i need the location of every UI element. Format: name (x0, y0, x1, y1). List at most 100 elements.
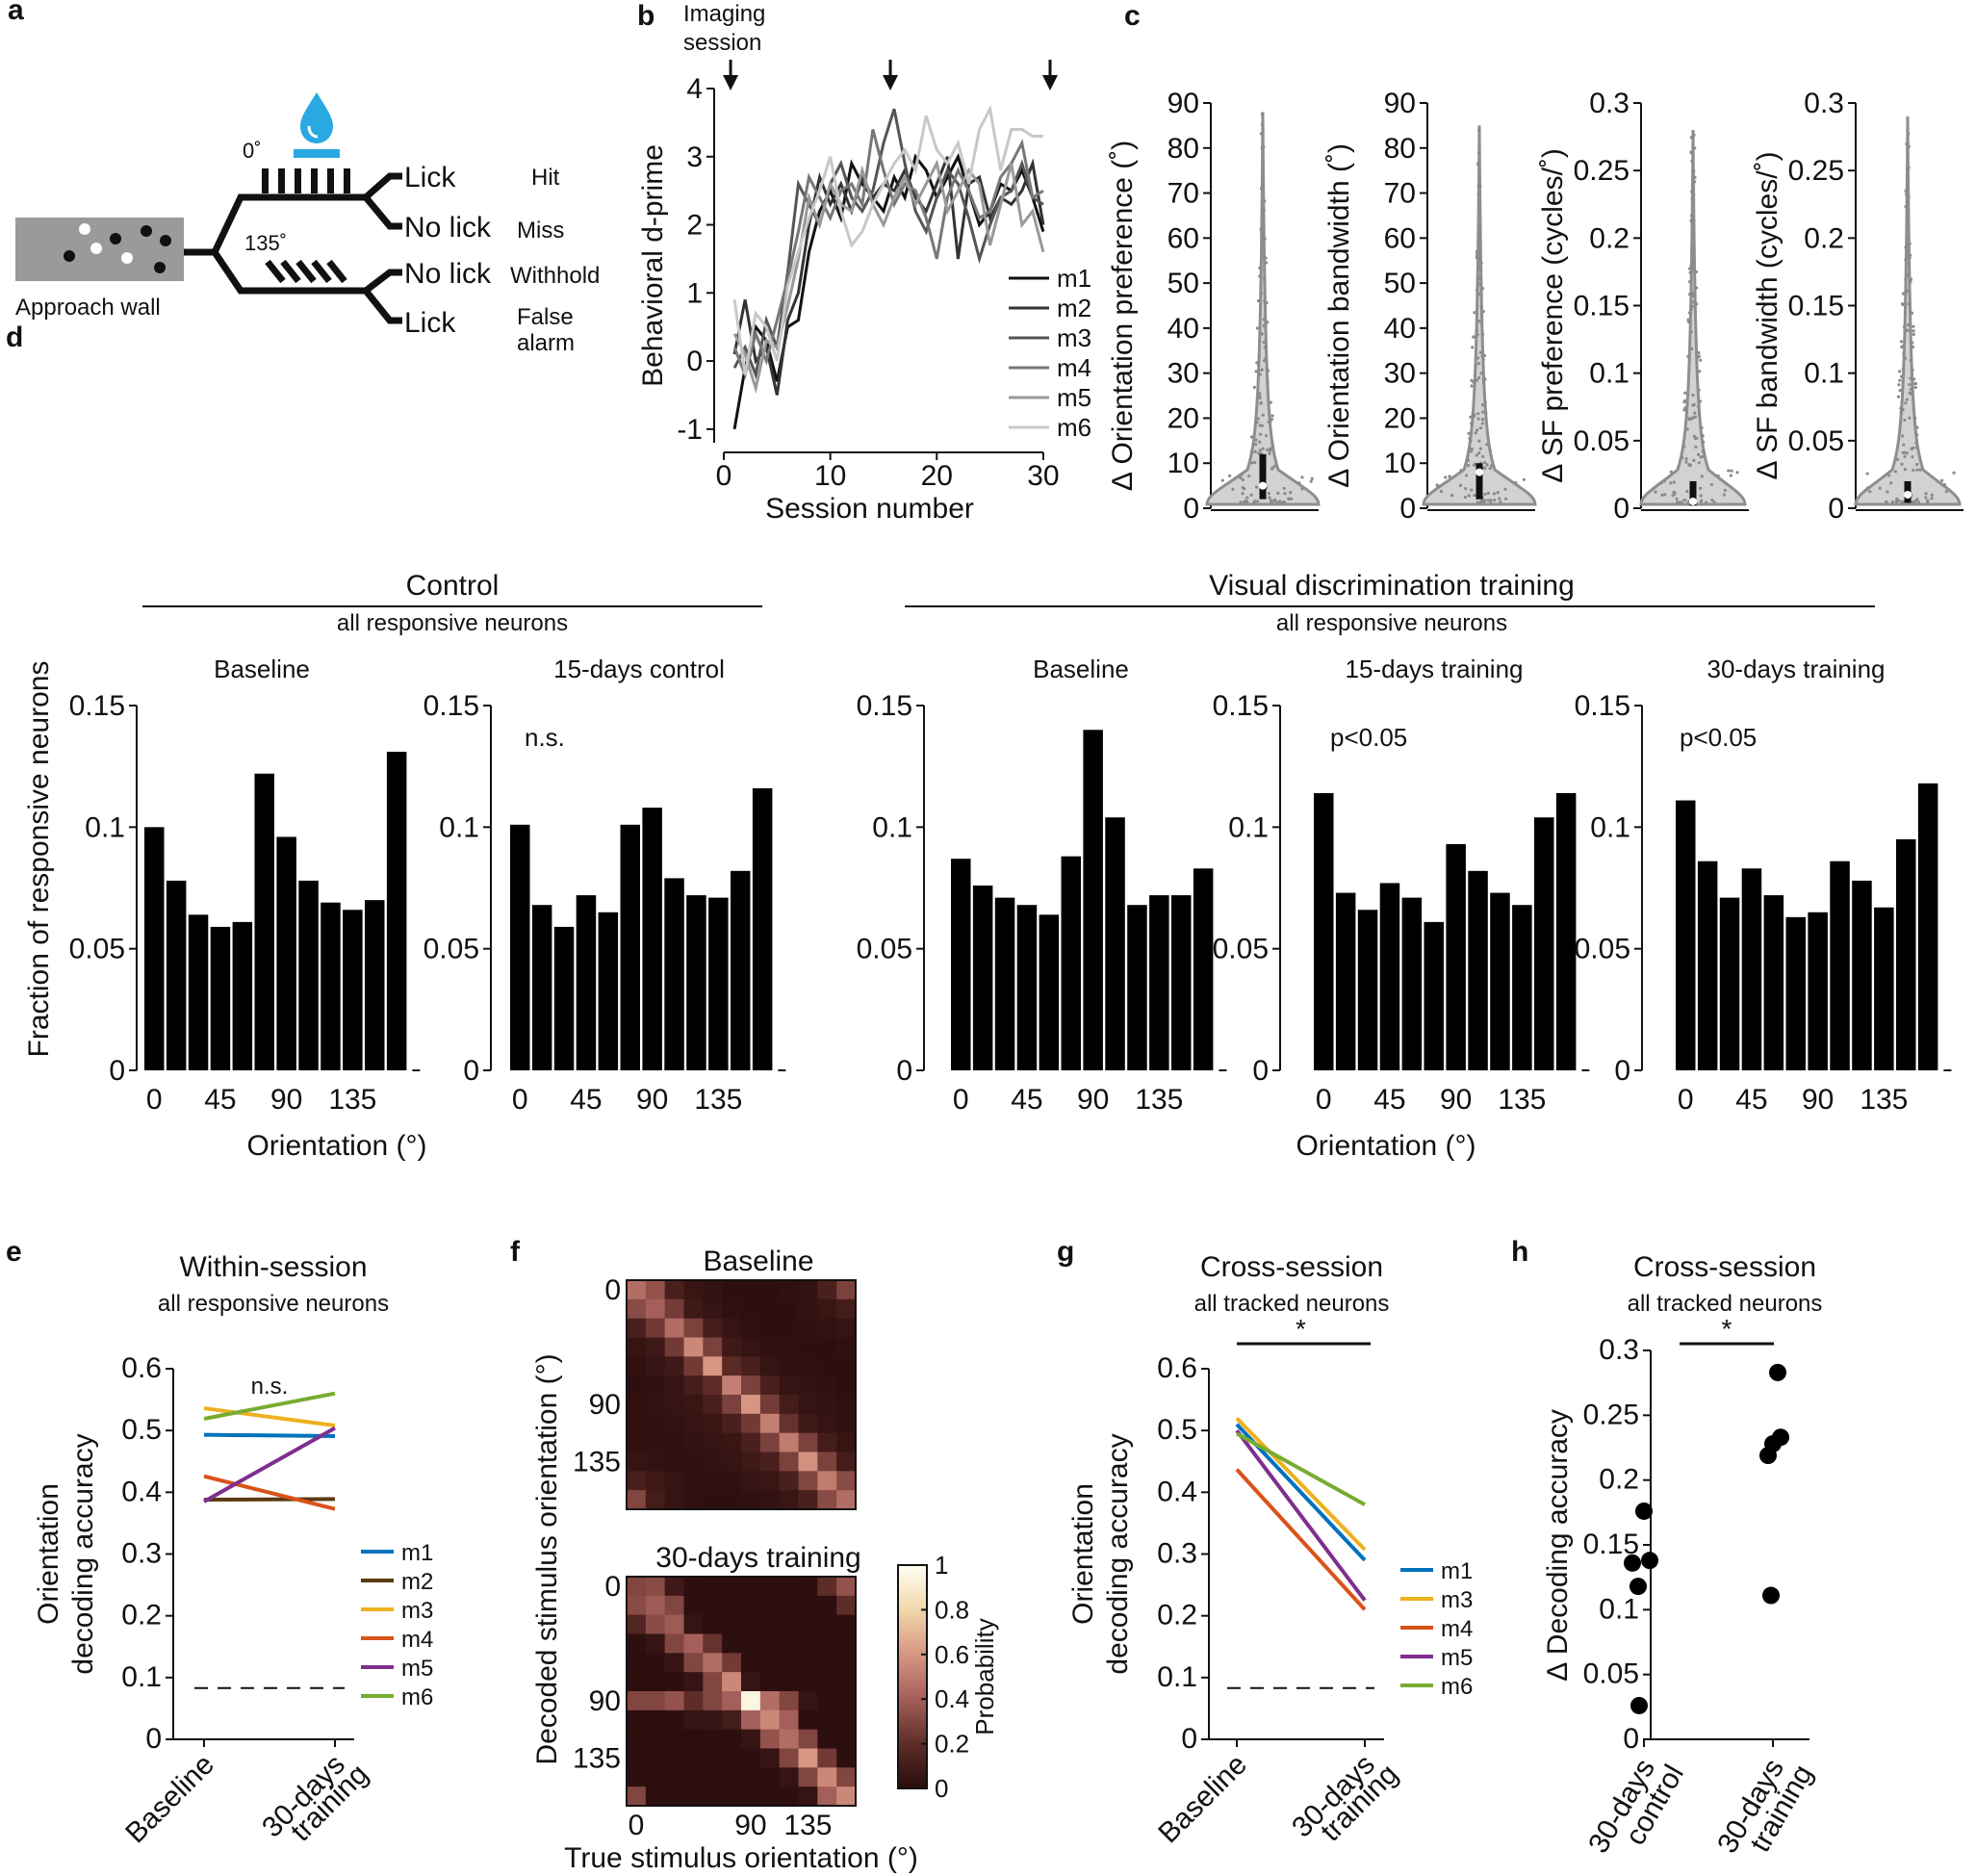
violin-point (1266, 380, 1270, 384)
legend-label-m4: m4 (1441, 1616, 1473, 1642)
heatmap-cell (836, 1413, 857, 1434)
heatmap-cell (759, 1318, 781, 1338)
violin-point (1906, 273, 1910, 278)
violin-point (1258, 392, 1262, 396)
heatmap-cell (664, 1672, 684, 1692)
violin-point (1262, 318, 1266, 321)
heatmap-cell (779, 1691, 799, 1711)
x-tick-label: 135 (694, 1084, 742, 1116)
violin-point (1309, 479, 1313, 483)
y-tick-label: 0.3 (1157, 1538, 1197, 1570)
violin-point (1887, 474, 1891, 477)
colorbar-label: Probability (970, 1618, 999, 1735)
bar-chart-title: 30-days training (1707, 655, 1886, 683)
heatmap-cell (836, 1432, 857, 1452)
heatmap-cell (817, 1748, 837, 1768)
heatmap-cell (664, 1375, 684, 1396)
violin-point (1255, 361, 1259, 365)
violin-point (1662, 479, 1666, 483)
violin-body (1205, 112, 1321, 506)
violin-point (1481, 381, 1486, 385)
violin-point (1692, 218, 1696, 222)
violin-point (1709, 482, 1714, 487)
violin-point (1479, 305, 1483, 309)
violin-point (1911, 455, 1914, 459)
heatmap-cell (741, 1595, 761, 1616)
panel-a-letter: a (8, 0, 24, 26)
data-point (1769, 1363, 1786, 1381)
heatmap-cell (722, 1413, 742, 1434)
bar (1335, 892, 1356, 1070)
heatmap-cell (627, 1395, 647, 1415)
bar (664, 878, 684, 1070)
heatmap-cell (683, 1729, 704, 1749)
violin-point (1258, 424, 1262, 427)
violin-point (1261, 222, 1266, 227)
heatmap-cell (817, 1633, 837, 1654)
heatmap-cell (779, 1595, 799, 1616)
heatmap-cell (779, 1614, 799, 1634)
violin-plot-0: 0 10 20 30 40 50 60 70 80 90 ∆ Orientation prefere… (1107, 88, 1321, 525)
y-tick-label: 0 (1828, 493, 1844, 525)
heatmap-cell (779, 1729, 799, 1749)
bar (1741, 868, 1762, 1070)
violin-point (1475, 288, 1479, 293)
median-marker (1259, 481, 1267, 490)
y-tick-label: 80 (1168, 133, 1199, 165)
bar (1874, 907, 1894, 1070)
heatmap-cell (703, 1691, 723, 1711)
y-tick-label: 0.3 (1589, 88, 1630, 119)
heatmap-cell (627, 1672, 647, 1692)
significance-star: * (1296, 1314, 1306, 1344)
action-no-lick: No lick (404, 212, 492, 244)
heatmap-cell (722, 1767, 742, 1787)
heatmap-cell (722, 1614, 742, 1634)
violin-point (1259, 132, 1264, 136)
y-axis-label: ∆ SF preference (cycles/˚) (1537, 148, 1569, 482)
violin-point (1692, 169, 1696, 173)
y-axis-label-1: Orientation (33, 1483, 64, 1625)
y-tick-label: 2 (686, 210, 703, 242)
violin-point (1907, 322, 1911, 327)
heatmap-cell (741, 1709, 761, 1731)
violin-point (1916, 501, 1921, 504)
heatmap-cell (645, 1356, 666, 1376)
violin-body (1422, 125, 1537, 506)
line-m6 (1236, 1431, 1366, 1506)
violin-point (1695, 302, 1699, 306)
bar (1016, 905, 1038, 1070)
violin-point (1249, 493, 1253, 497)
heatmap-cell (683, 1786, 704, 1807)
bar (731, 870, 751, 1070)
y-tick-label: 30 (1384, 358, 1416, 390)
violin-point (1241, 492, 1245, 496)
bar (510, 824, 530, 1070)
violin-point (1297, 481, 1301, 485)
heatmap-cell (645, 1318, 666, 1338)
y-tick-label: 0.5 (1157, 1414, 1197, 1446)
violin-point (1698, 399, 1703, 403)
violin-point (1690, 304, 1694, 308)
legend-label-m5: m5 (1057, 383, 1091, 412)
panel-e: e 0 0.1 0.2 0.3 0.4 0.5 0.6 Within-session all r… (6, 1236, 433, 1849)
training-subtitle: all responsive neurons (1276, 610, 1507, 636)
violin-point (1482, 460, 1487, 465)
y-tick-label: 0.05 (1575, 934, 1630, 965)
violin-point (1687, 417, 1692, 421)
y-tick-label: 0.15 (69, 690, 125, 722)
significance-star: * (1722, 1314, 1732, 1344)
heatmap-cell (798, 1337, 818, 1357)
violin-point (1915, 433, 1919, 437)
violin-point (1696, 404, 1701, 408)
violin-point (1268, 496, 1271, 500)
y-axis-label-1: Orientation (1067, 1483, 1099, 1625)
bar (1852, 880, 1872, 1070)
violin-point (1278, 500, 1282, 503)
violin-point (1692, 458, 1696, 462)
violin-point (1269, 499, 1273, 502)
heatmap-cell (627, 1748, 647, 1768)
violin-point (1488, 449, 1492, 452)
violin-point (1912, 324, 1915, 328)
heatmap-cell (836, 1395, 857, 1415)
violin-point (1472, 463, 1476, 467)
